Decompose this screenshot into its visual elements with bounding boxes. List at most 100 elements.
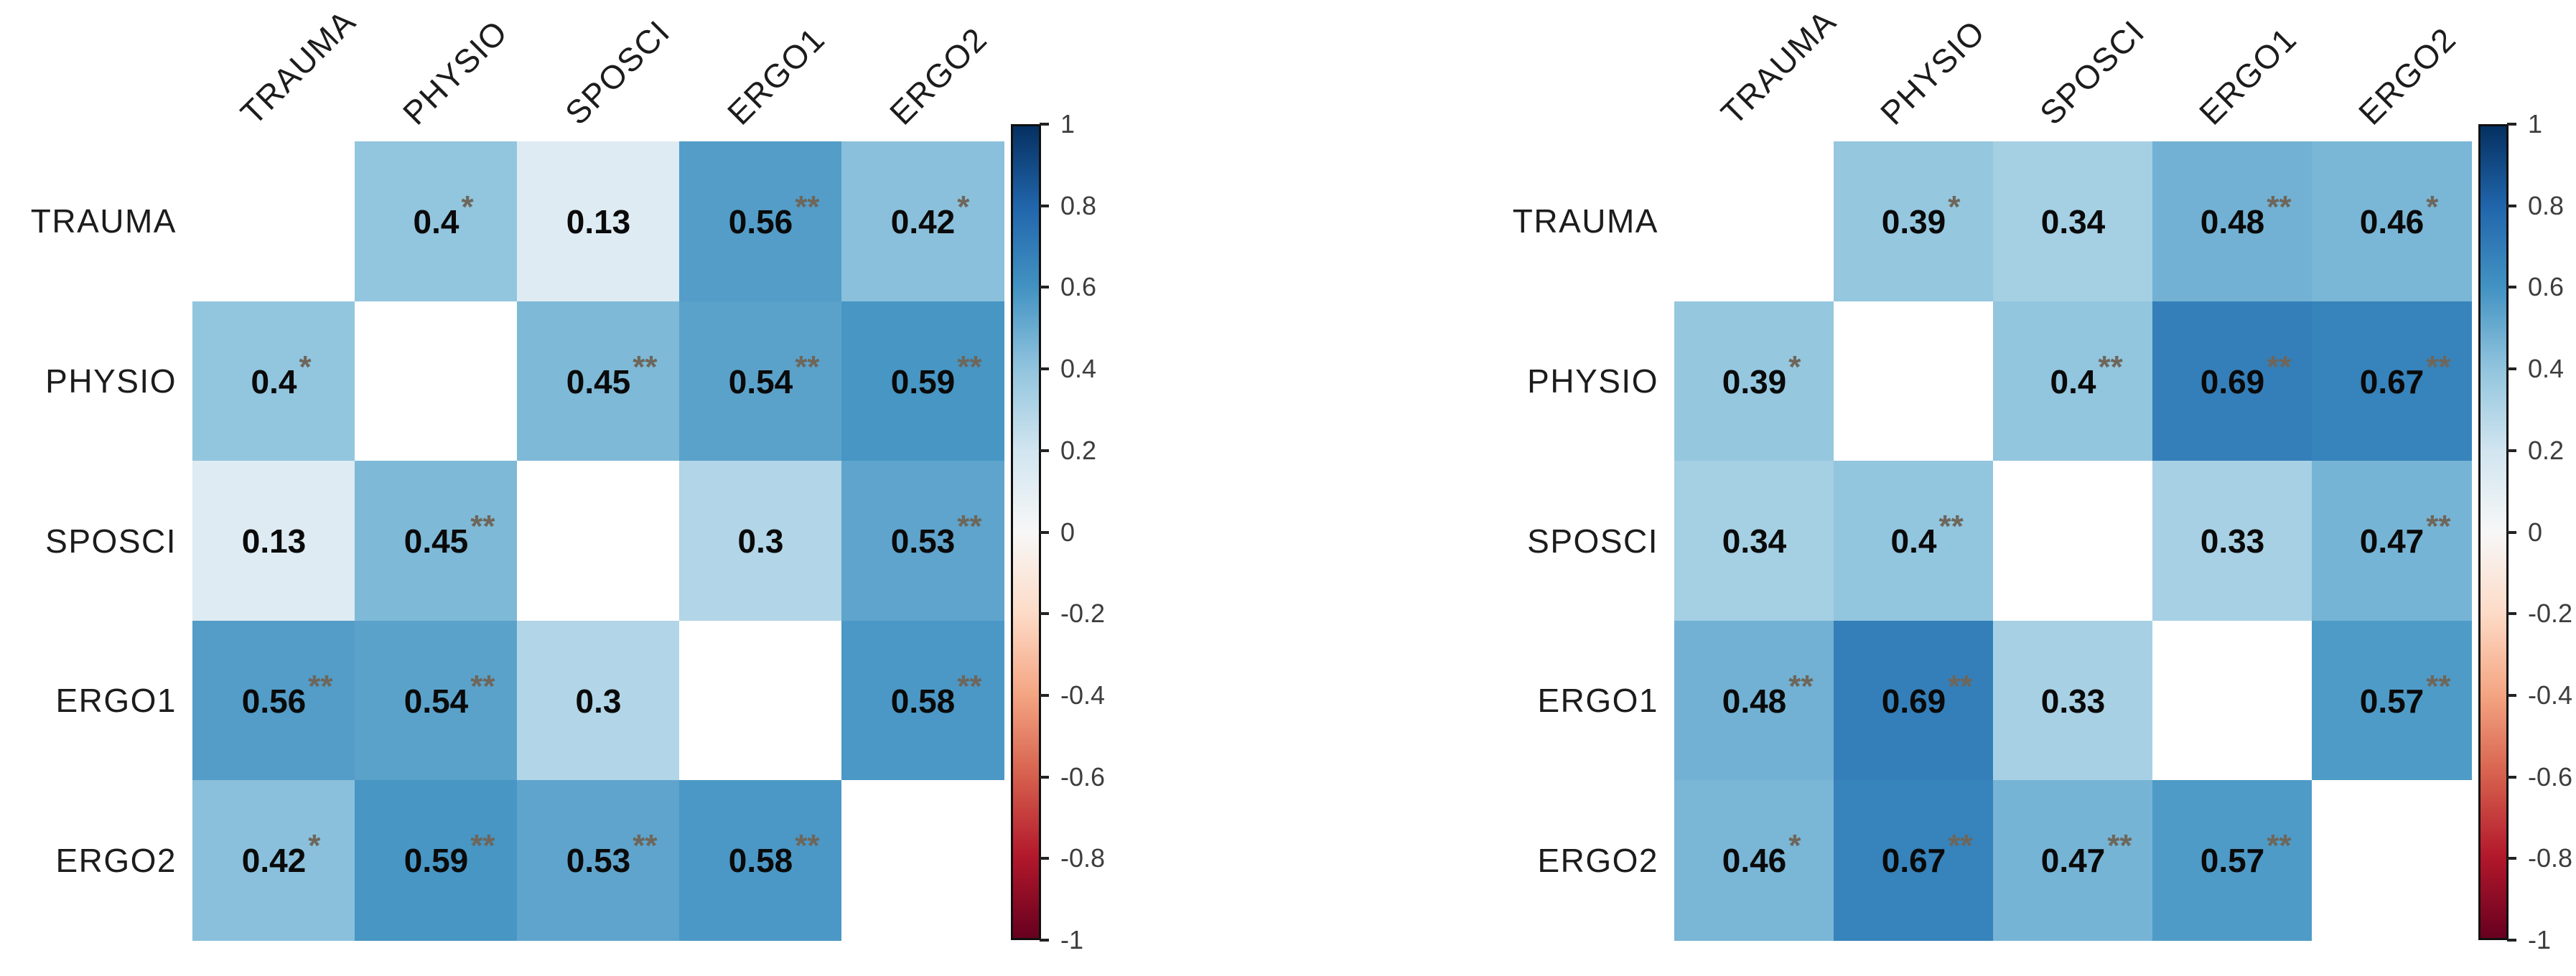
cell-sposci-ergo1: 0.3: [679, 461, 842, 621]
significance-stars: *: [1788, 349, 1801, 385]
cell-value-group: 0.3: [738, 522, 784, 560]
colorbar-tick-label: 0.8: [1060, 191, 1097, 220]
significance-stars: **: [470, 668, 495, 704]
cell-value-group: 0.47 **: [2041, 828, 2132, 880]
significance-stars: *: [1948, 189, 1961, 225]
colorbar-tick-label: 0.2: [1060, 436, 1097, 465]
cell-value: 0.33: [2040, 682, 2106, 720]
colorbar-tick-label: -0.6: [1060, 762, 1106, 792]
diagonal-cell: [355, 301, 518, 462]
colorbar-tick: [1040, 857, 1049, 860]
diagonal-cell: [1674, 141, 1834, 302]
significance-stars: **: [633, 827, 658, 863]
cell-value-group: 0.69 **: [2201, 349, 2292, 401]
diagonal-cell: [1834, 301, 1994, 462]
colorbar-tick-label: 0.2: [2528, 436, 2565, 465]
row-label-trauma: TRAUMA: [30, 202, 177, 240]
significance-stars: **: [2267, 827, 2292, 863]
cell-value-group: 0.59 **: [403, 828, 495, 880]
significance-stars: **: [470, 508, 495, 544]
cell-value: 0.13: [566, 203, 631, 240]
cell-value-group: 0.67 **: [2360, 349, 2451, 401]
cell-value-group: 0.4 *: [251, 349, 312, 401]
cell-trauma-ergo1: 0.56 **: [679, 141, 842, 302]
row-label-physio: PHYSIO: [45, 362, 177, 400]
cell-value-group: 0.56 **: [729, 189, 820, 241]
significance-stars: *: [299, 349, 312, 385]
row-label-sposci: SPOSCI: [45, 522, 177, 560]
significance-stars: **: [795, 827, 820, 863]
cell-ergo2-sposci: 0.53 **: [517, 780, 680, 941]
significance-stars: **: [795, 349, 820, 385]
cell-ergo1-physio: 0.69 **: [1834, 621, 1994, 782]
cell-value: 0.59: [403, 842, 469, 879]
cell-value: 0.42: [890, 203, 956, 240]
colorbar-tick: [2507, 531, 2516, 534]
significance-stars: **: [1948, 668, 1973, 704]
diagonal-cell: [2312, 780, 2472, 941]
colorbar-tick-label: -0.8: [1060, 843, 1106, 873]
cell-value-group: 0.53 **: [891, 509, 982, 560]
significance-stars: **: [957, 668, 982, 704]
colorbar-tick-label: 0.4: [2528, 354, 2565, 383]
cell-value: 0.69: [1881, 682, 1946, 720]
cell-value-group: 0.34: [1722, 522, 1787, 560]
cell-trauma-ergo1: 0.48 **: [2152, 141, 2313, 302]
cell-value-group: 0.57 **: [2360, 669, 2451, 721]
diagonal-cell: [679, 621, 842, 782]
colorbar: [2478, 124, 2509, 940]
cell-value-group: 0.57 **: [2201, 828, 2292, 880]
significance-stars: **: [2267, 189, 2292, 225]
row-label-sposci: SPOSCI: [1527, 522, 1658, 560]
cell-value: 0.53: [566, 842, 631, 879]
colorbar-tick: [2507, 776, 2516, 779]
cell-ergo1-sposci: 0.33: [1993, 621, 2153, 782]
significance-stars: **: [1788, 668, 1814, 704]
cell-value-group: 0.59 **: [891, 349, 982, 401]
cell-ergo2-trauma: 0.42 *: [192, 780, 355, 941]
cell-value: 0.34: [2040, 203, 2106, 240]
significance-stars: **: [2426, 508, 2451, 544]
colorbar-tick: [2507, 449, 2516, 452]
cell-ergo2-sposci: 0.47 **: [1993, 780, 2153, 941]
significance-stars: *: [957, 189, 970, 225]
cell-value: 0.3: [737, 522, 784, 560]
colorbar-tick-label: 0.8: [2528, 191, 2565, 220]
colorbar-tick: [1040, 531, 1049, 534]
cell-ergo1-physio: 0.54 **: [355, 621, 518, 782]
cell-value-group: 0.39 *: [1881, 189, 1961, 241]
significance-stars: **: [633, 349, 658, 385]
significance-stars: *: [308, 827, 321, 863]
col-label-ergo2: ERGO2: [2351, 19, 2463, 132]
cell-value: 0.4: [1890, 522, 1937, 560]
cell-value: 0.39: [1881, 203, 1946, 240]
cell-trauma-sposci: 0.34: [1993, 141, 2153, 302]
cell-ergo2-ergo1: 0.58 **: [679, 780, 842, 941]
colorbar-tick: [2507, 367, 2516, 370]
significance-stars: *: [461, 189, 474, 225]
cell-sposci-trauma: 0.13: [192, 461, 355, 621]
cell-value: 0.48: [1722, 682, 1787, 720]
cell-physio-ergo1: 0.69 **: [2152, 301, 2313, 462]
colorbar-tick-label: -0.8: [2528, 843, 2573, 873]
colorbar-tick-label: -1: [2528, 925, 2552, 954]
significance-stars: **: [795, 189, 820, 225]
diagonal-cell: [841, 780, 1004, 941]
significance-stars: **: [1938, 508, 1964, 544]
colorbar-tick-label: 0: [2528, 517, 2543, 547]
colorbar-tick: [2507, 857, 2516, 860]
cell-trauma-ergo2: 0.42 *: [841, 141, 1004, 302]
cell-value-group: 0.4 **: [2050, 349, 2123, 401]
cell-physio-trauma: 0.39 *: [1674, 301, 1834, 462]
cell-value-group: 0.47 **: [2360, 509, 2451, 560]
colorbar-tick: [1040, 367, 1049, 370]
significance-stars: **: [2267, 349, 2292, 385]
row-label-ergo1: ERGO1: [1537, 682, 1658, 719]
colorbar-tick-label: -0.4: [1060, 680, 1106, 710]
cell-value: 0.45: [566, 363, 631, 400]
cell-value-group: 0.45 **: [566, 349, 658, 401]
significance-stars: **: [957, 508, 982, 544]
cell-value-group: 0.48 **: [1722, 669, 1814, 721]
colorbar-tick-label: 1: [1060, 109, 1075, 139]
